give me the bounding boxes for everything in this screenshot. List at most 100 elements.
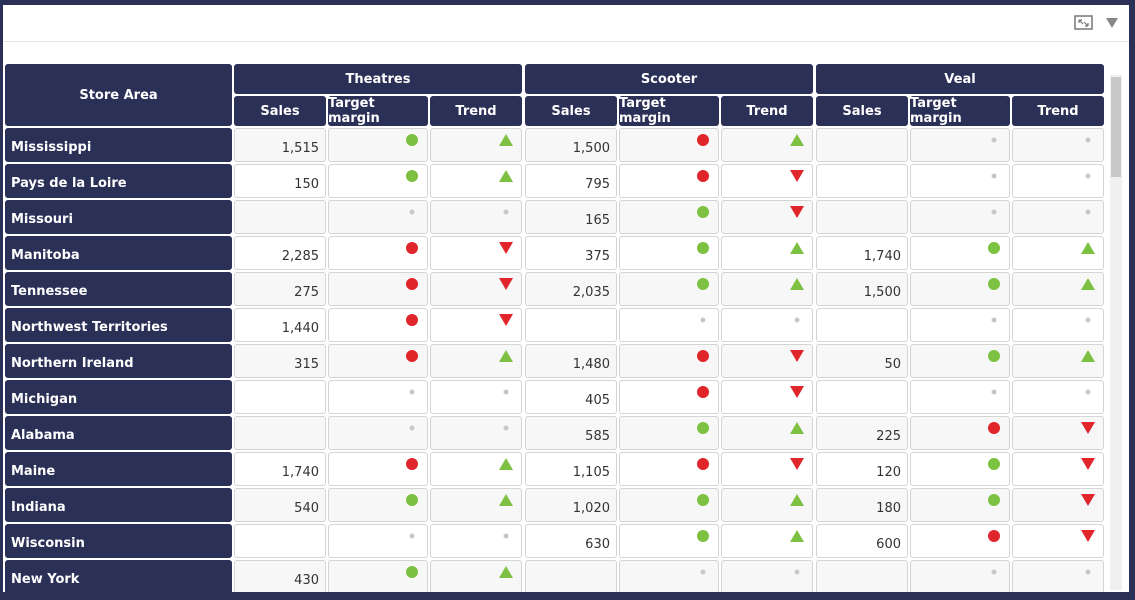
column-header: Target margin [619,96,719,126]
trend-cell [430,488,522,522]
trend-indicator [790,242,804,254]
trend-cell [430,164,522,198]
trend-indicator [794,317,800,323]
row-label: Tennessee [5,272,232,306]
trend-cell [1012,128,1104,162]
scrollbar[interactable] [1110,75,1122,590]
trend-indicator [790,422,804,434]
trend-indicator [1085,209,1091,215]
row-label: Wisconsin [5,524,232,558]
trend-cell [1012,416,1104,450]
margin-cell [328,164,428,198]
margin-indicator [991,317,997,323]
trend-cell [1012,308,1104,342]
trend-indicator [499,134,513,146]
trend-indicator [790,170,804,182]
group-header: Theatres [234,64,522,94]
sales-cell: 1,105 [525,452,617,486]
trend-indicator [1081,494,1095,506]
trend-indicator [499,566,513,578]
margin-cell [910,416,1010,450]
margin-cell [910,344,1010,378]
margin-cell [328,488,428,522]
row-label: Missouri [5,200,232,234]
menu-button[interactable] [1105,17,1119,29]
trend-cell [721,452,813,486]
column-header: Sales [525,96,617,126]
trend-cell [1012,164,1104,198]
margin-indicator [991,569,997,575]
trend-cell [1012,488,1104,522]
sales-cell: 180 [816,488,908,522]
margin-indicator [406,134,418,146]
trend-cell [1012,236,1104,270]
sales-cell: 600 [816,524,908,558]
trend-indicator [499,314,513,326]
trend-indicator [1081,350,1095,362]
margin-cell [619,560,719,592]
margin-indicator [406,350,418,362]
margin-indicator [988,242,1000,254]
margin-indicator [406,458,418,470]
sales-cell: 375 [525,236,617,270]
margin-cell [619,452,719,486]
trend-indicator [790,350,804,362]
sales-cell: 1,515 [234,128,326,162]
margin-indicator [406,314,418,326]
sales-cell: 315 [234,344,326,378]
sales-cell: 165 [525,200,617,234]
sales-cell: 1,740 [234,452,326,486]
sales-cell: 120 [816,452,908,486]
expand-button[interactable] [1074,15,1094,31]
trend-cell [721,236,813,270]
trend-indicator [794,569,800,575]
margin-cell [910,308,1010,342]
trend-indicator [499,170,513,182]
margin-indicator [697,242,709,254]
sales-cell [234,200,326,234]
sales-cell: 430 [234,560,326,592]
margin-cell [328,380,428,414]
trend-cell [430,524,522,558]
margin-cell [619,524,719,558]
trend-cell [430,560,522,592]
margin-cell [619,200,719,234]
margin-cell [328,560,428,592]
margin-indicator [409,425,415,431]
trend-cell [721,488,813,522]
margin-indicator [988,458,1000,470]
sales-cell [816,380,908,414]
margin-cell [328,416,428,450]
trend-indicator [503,209,509,215]
margin-cell [619,236,719,270]
trend-indicator [499,242,513,254]
margin-cell [328,308,428,342]
margin-indicator [697,530,709,542]
margin-cell [910,164,1010,198]
sales-cell: 795 [525,164,617,198]
sales-cell [816,164,908,198]
margin-cell [910,452,1010,486]
margin-indicator [697,386,709,398]
margin-cell [910,560,1010,592]
margin-indicator [700,317,706,323]
column-header: Sales [234,96,326,126]
trend-indicator [499,278,513,290]
trend-cell [430,272,522,306]
column-header: Sales [816,96,908,126]
margin-cell [328,200,428,234]
margin-cell [328,524,428,558]
trend-indicator [1085,389,1091,395]
margin-indicator [988,422,1000,434]
sales-cell: 275 [234,272,326,306]
margin-indicator [697,206,709,218]
trend-cell [1012,524,1104,558]
scroll-thumb[interactable] [1111,77,1121,177]
margin-indicator [697,494,709,506]
column-header: Trend [1012,96,1104,126]
trend-indicator [503,389,509,395]
trend-cell [1012,344,1104,378]
trend-cell [721,164,813,198]
margin-indicator [991,389,997,395]
sales-cell: 1,500 [525,128,617,162]
